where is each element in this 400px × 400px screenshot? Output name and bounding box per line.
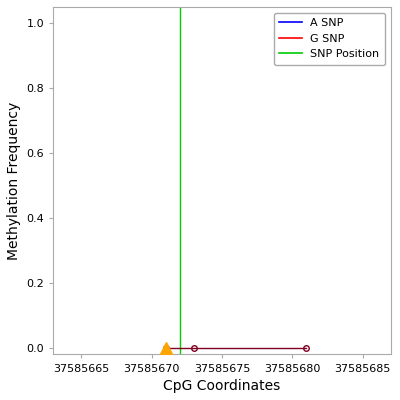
Y-axis label: Methylation Frequency: Methylation Frequency	[7, 102, 21, 260]
Legend: A SNP, G SNP, SNP Position: A SNP, G SNP, SNP Position	[274, 12, 385, 65]
X-axis label: CpG Coordinates: CpG Coordinates	[163, 379, 281, 393]
